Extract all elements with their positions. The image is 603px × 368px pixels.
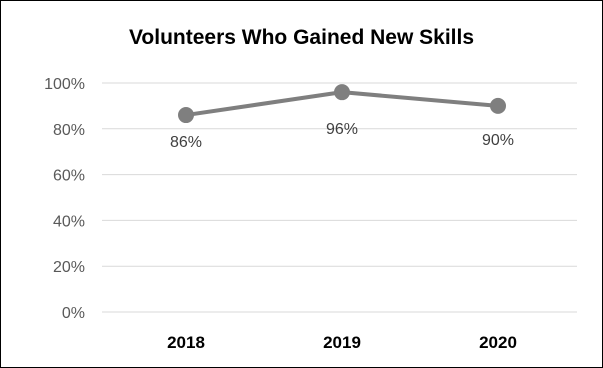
- chart-title: Volunteers Who Gained New Skills: [128, 26, 474, 49]
- data-label: 90%: [482, 132, 514, 149]
- x-tick-label: 2019: [323, 333, 361, 352]
- data-labels: 86% 96% 90%: [170, 121, 514, 151]
- data-point: [334, 84, 350, 101]
- data-label: 96%: [326, 121, 358, 138]
- series-line-group: [178, 84, 506, 124]
- y-tick-label: 0%: [62, 305, 85, 322]
- y-tick-label: 80%: [53, 122, 85, 139]
- y-tick-label: 40%: [53, 213, 85, 230]
- y-tick-label: 100%: [44, 76, 85, 93]
- y-axis-ticks: 0% 20% 40% 60% 80% 100%: [44, 76, 85, 322]
- data-point: [178, 107, 194, 124]
- x-tick-label: 2018: [167, 333, 205, 352]
- y-tick-label: 20%: [53, 259, 85, 276]
- y-tick-label: 60%: [53, 168, 85, 185]
- gridlines: [102, 82, 577, 313]
- data-point: [490, 97, 506, 114]
- x-tick-label: 2020: [479, 333, 517, 352]
- data-label: 86%: [170, 134, 202, 151]
- x-axis-ticks: 2018 2019 2020: [167, 333, 517, 352]
